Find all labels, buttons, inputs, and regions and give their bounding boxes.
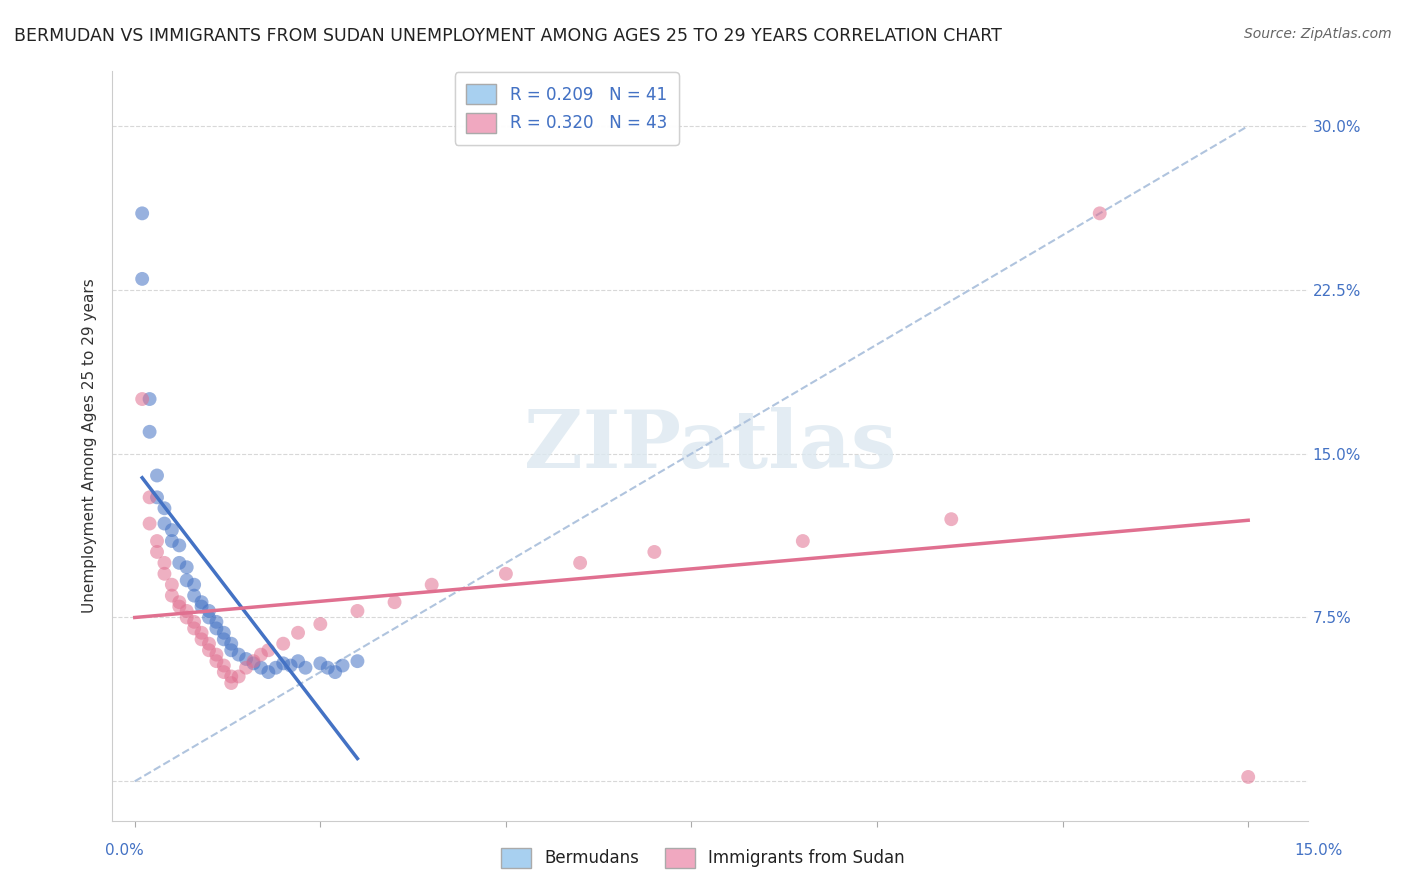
Point [287, 625, 309, 640]
Point [495, 566, 517, 581]
Text: ZIPatlas: ZIPatlas [524, 407, 896, 485]
Point [205, 621, 228, 635]
Point [323, 665, 346, 679]
Point [198, 643, 221, 657]
Point [250, 648, 273, 662]
Point [183, 615, 205, 629]
Point [346, 654, 368, 668]
Point [169, 556, 191, 570]
Point [420, 578, 443, 592]
Point [1088, 206, 1111, 220]
Point [264, 661, 287, 675]
Point [138, 516, 160, 531]
Y-axis label: Unemployment Among Ages 25 to 29 years: Unemployment Among Ages 25 to 29 years [82, 278, 97, 614]
Point [190, 625, 212, 640]
Point [316, 661, 339, 675]
Point [257, 643, 280, 657]
Point [198, 610, 221, 624]
Point [792, 534, 814, 549]
Point [242, 657, 264, 671]
Point [198, 637, 221, 651]
Point [346, 604, 368, 618]
Point [160, 578, 183, 592]
Point [643, 545, 665, 559]
Text: BERMUDAN VS IMMIGRANTS FROM SUDAN UNEMPLOYMENT AMONG AGES 25 TO 29 YEARS CORRELA: BERMUDAN VS IMMIGRANTS FROM SUDAN UNEMPL… [14, 27, 1002, 45]
Point [183, 589, 205, 603]
Point [294, 661, 316, 675]
Point [228, 669, 250, 683]
Point [309, 617, 332, 632]
Point [280, 658, 302, 673]
Point [153, 501, 176, 516]
Point [138, 392, 160, 406]
Point [212, 658, 235, 673]
Point [176, 560, 198, 574]
Point [176, 610, 198, 624]
Legend: R = 0.209   N = 41, R = 0.320   N = 43: R = 0.209 N = 41, R = 0.320 N = 43 [454, 72, 679, 145]
Point [257, 665, 280, 679]
Point [941, 512, 963, 526]
Point [153, 556, 176, 570]
Point [309, 657, 332, 671]
Point [219, 637, 242, 651]
Point [190, 632, 212, 647]
Point [169, 595, 191, 609]
Point [287, 654, 309, 668]
Point [131, 272, 153, 286]
Point [176, 604, 198, 618]
Point [569, 556, 592, 570]
Point [219, 643, 242, 657]
Point [228, 648, 250, 662]
Text: 15.0%: 15.0% [1295, 843, 1343, 858]
Point [250, 661, 273, 675]
Point [153, 566, 176, 581]
Point [160, 589, 183, 603]
Point [183, 578, 205, 592]
Legend: Bermudans, Immigrants from Sudan: Bermudans, Immigrants from Sudan [495, 841, 911, 875]
Point [212, 665, 235, 679]
Point [190, 599, 212, 614]
Point [146, 545, 169, 559]
Point [169, 538, 191, 552]
Point [219, 669, 242, 683]
Point [212, 625, 235, 640]
Point [332, 658, 354, 673]
Point [212, 632, 235, 647]
Point [205, 654, 228, 668]
Point [160, 523, 183, 537]
Point [153, 516, 176, 531]
Point [271, 637, 294, 651]
Point [235, 652, 257, 666]
Text: Source: ZipAtlas.com: Source: ZipAtlas.com [1244, 27, 1392, 41]
Point [198, 604, 221, 618]
Point [205, 648, 228, 662]
Point [138, 425, 160, 439]
Point [271, 657, 294, 671]
Point [242, 654, 264, 668]
Point [169, 599, 191, 614]
Point [176, 574, 198, 588]
Point [1237, 770, 1260, 784]
Point [146, 491, 169, 505]
Point [131, 206, 153, 220]
Point [138, 491, 160, 505]
Point [235, 661, 257, 675]
Point [384, 595, 406, 609]
Point [146, 468, 169, 483]
Point [219, 676, 242, 690]
Point [190, 595, 212, 609]
Point [205, 615, 228, 629]
Text: 0.0%: 0.0% [105, 843, 145, 858]
Point [146, 534, 169, 549]
Point [183, 621, 205, 635]
Point [131, 392, 153, 406]
Point [160, 534, 183, 549]
